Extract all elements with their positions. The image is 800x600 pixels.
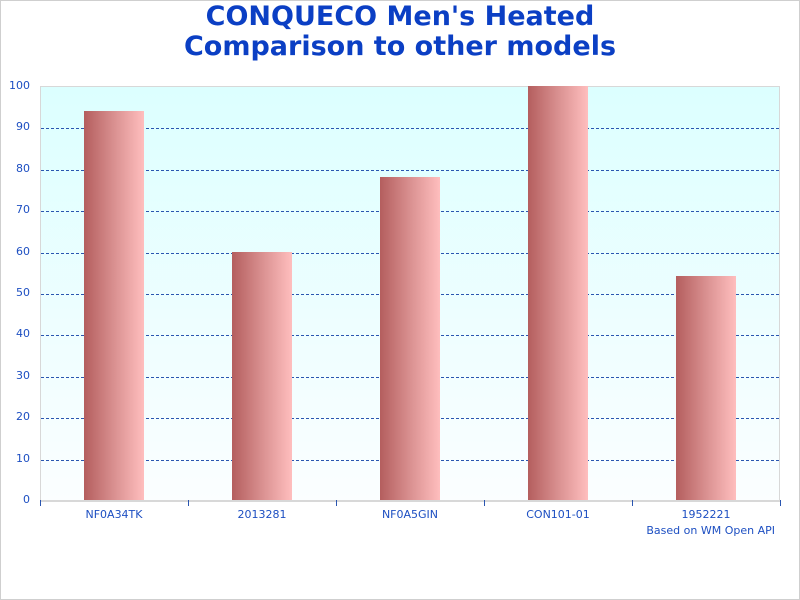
- x-tick-label: NF0A34TK: [85, 508, 143, 521]
- y-tick-label: 10: [16, 451, 30, 465]
- x-tick: [336, 500, 337, 506]
- x-tick: [780, 500, 781, 506]
- x-axis-line: [40, 500, 781, 502]
- x-tick-label: 1952221: [681, 508, 731, 521]
- gridline: [41, 169, 779, 171]
- y-tick-label: 0: [23, 493, 30, 506]
- bar-2013281: [232, 251, 292, 500]
- bar-1952221: [676, 276, 736, 500]
- chart-title-line-2: Comparison to other models: [183, 31, 617, 62]
- y-tick-label: 70: [16, 203, 30, 217]
- y-tick-label: 100: [9, 79, 30, 92]
- x-tick-label: NF0A5GIN: [381, 508, 439, 521]
- plot-area: [40, 86, 780, 500]
- gridline: [41, 128, 779, 130]
- chart-title-line-1: CONQUECO Men's Heated: [205, 1, 595, 32]
- x-tick: [632, 500, 633, 506]
- y-tick-label: 90: [16, 120, 30, 134]
- x-tick: [40, 500, 41, 506]
- y-tick-label: 20: [16, 410, 30, 424]
- chart-title: CONQUECO Men's Heated Comparison to othe…: [0, 2, 800, 62]
- y-tick-label: 60: [16, 244, 30, 258]
- bar-nf0a5gin: [380, 177, 440, 500]
- y-tick-label: 30: [16, 368, 30, 382]
- y-tick-label: 40: [16, 327, 30, 341]
- bar-con101-01: [528, 86, 588, 500]
- x-tick: [484, 500, 485, 506]
- source-annotation: Based on WM Open API: [646, 524, 775, 537]
- y-tick-label: 80: [16, 161, 30, 175]
- x-tick: [188, 500, 189, 506]
- bar-nf0a34tk: [84, 110, 144, 500]
- x-tick-label: CON101-01: [526, 508, 590, 521]
- y-tick-label: 50: [16, 286, 30, 299]
- x-tick-label: 2013281: [237, 508, 287, 521]
